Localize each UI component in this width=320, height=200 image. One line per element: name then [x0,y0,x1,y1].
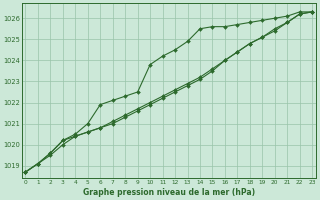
X-axis label: Graphe pression niveau de la mer (hPa): Graphe pression niveau de la mer (hPa) [83,188,255,197]
